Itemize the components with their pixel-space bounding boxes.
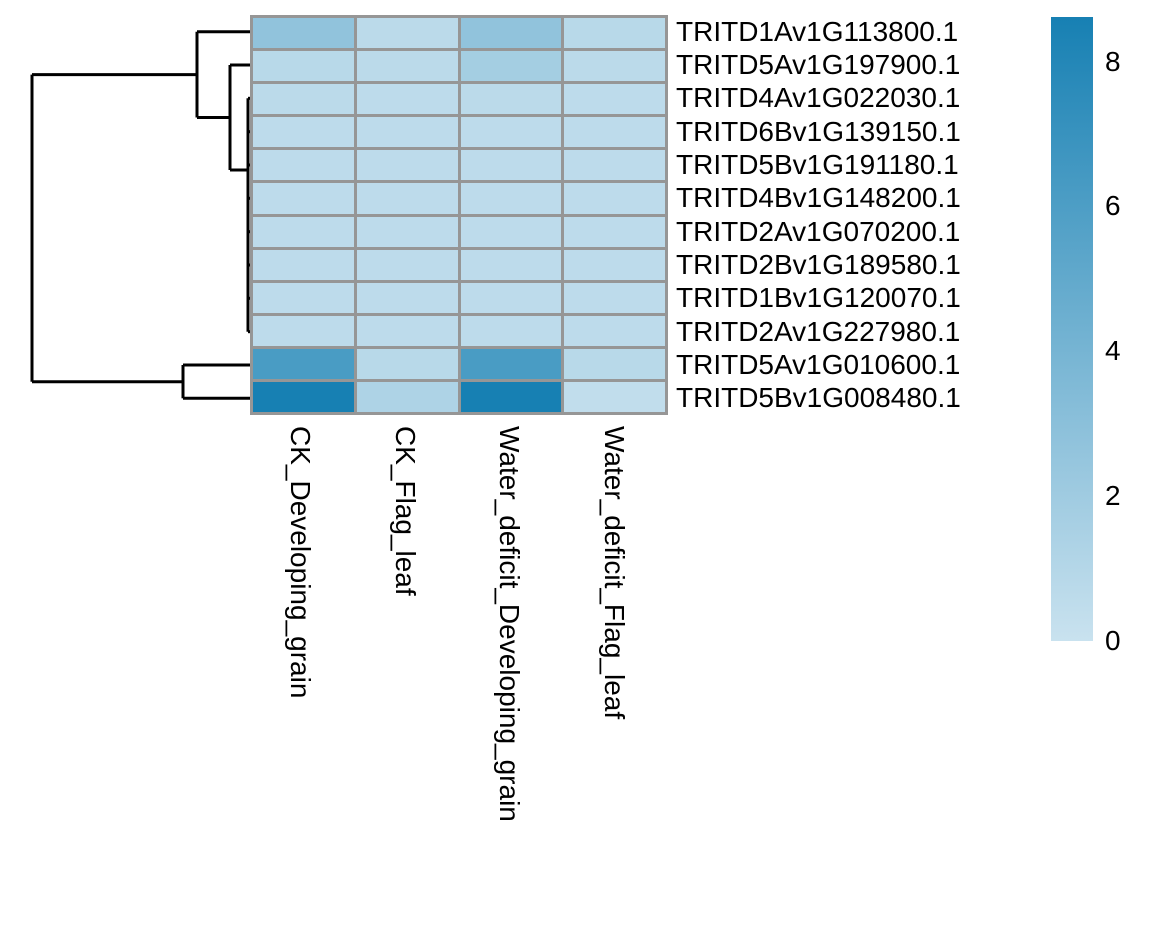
row-label: TRITD1Av1G113800.1	[676, 15, 959, 47]
colorbar-tick-label: 8	[1105, 45, 1121, 77]
row-label: TRITD4Av1G022030.1	[676, 82, 961, 114]
heatmap-cell	[253, 150, 354, 181]
row-label: TRITD4Bv1G148200.1	[676, 182, 961, 214]
heatmap-cell	[253, 51, 354, 82]
heatmap-cell	[253, 216, 354, 247]
heatmap-cell	[460, 183, 562, 214]
column-label: CK_Flag_leaf	[389, 426, 421, 596]
heatmap-cell	[253, 18, 354, 49]
column-label: Water_deficit_Flag_leaf	[598, 426, 630, 720]
heatmap-grid	[250, 15, 668, 415]
heatmap-cell	[460, 150, 562, 181]
heatmap-cell	[564, 348, 665, 379]
heatmap-cell	[564, 183, 665, 214]
heatmap-cell	[460, 282, 562, 313]
heatmap-cell	[253, 348, 354, 379]
heatmap-cell	[564, 315, 665, 346]
heatmap-cell	[460, 216, 562, 247]
heatmap-cell	[356, 315, 458, 346]
column-label: CK_Developing_grain	[285, 426, 317, 699]
heatmap-cell	[356, 249, 458, 280]
heatmap-cell	[356, 18, 458, 49]
heatmap-cell	[564, 84, 665, 115]
heatmap-cell	[253, 183, 354, 214]
heatmap-cell	[564, 117, 665, 148]
row-label: TRITD2Av1G227980.1	[676, 315, 961, 347]
heatmap-cell	[356, 150, 458, 181]
heatmap-cell	[253, 315, 354, 346]
heatmap-cell	[564, 51, 665, 82]
heatmap-cell	[460, 18, 562, 49]
row-label: TRITD2Av1G070200.1	[676, 215, 961, 247]
heatmap-cell	[356, 183, 458, 214]
heatmap-cell	[460, 117, 562, 148]
heatmap-cell	[564, 381, 665, 412]
row-labels: TRITD1Av1G113800.1 TRITD5Av1G197900.1 TRIT…	[676, 15, 961, 415]
heatmap-cell	[460, 249, 562, 280]
heatmap-cell	[564, 282, 665, 313]
column-label: Water_deficit_Developing_grain	[494, 426, 526, 822]
row-label: TRITD2Bv1G189580.1	[676, 248, 961, 280]
colorbar-tick-label: 4	[1105, 335, 1121, 367]
heatmap-cell	[253, 117, 354, 148]
heatmap-cell	[460, 315, 562, 346]
row-label: TRITD5Bv1G191180.1	[676, 148, 959, 180]
heatmap-cell	[460, 348, 562, 379]
heatmap-cell	[253, 84, 354, 115]
heatmap-cell	[460, 84, 562, 115]
heatmap-cell	[356, 381, 458, 412]
row-label: TRITD5Av1G010600.1	[676, 348, 961, 380]
row-label: TRITD1Bv1G120070.1	[676, 282, 961, 314]
row-label: TRITD6Bv1G139150.1	[676, 115, 961, 147]
heatmap-cell	[356, 84, 458, 115]
row-label: TRITD5Bv1G008480.1	[676, 382, 961, 414]
heatmap-cell	[356, 117, 458, 148]
row-label: TRITD5Av1G197900.1	[676, 48, 961, 80]
colorbar-tick-label: 0	[1105, 624, 1121, 656]
heatmap-cell	[356, 51, 458, 82]
heatmap-cell	[564, 216, 665, 247]
row-dendrogram	[30, 30, 252, 400]
heatmap-cell	[253, 249, 354, 280]
heatmap-cell	[564, 18, 665, 49]
heatmap-cell	[564, 249, 665, 280]
heatmap-cell	[356, 216, 458, 247]
heatmap-cell	[253, 282, 354, 313]
heatmap-cell	[356, 282, 458, 313]
heatmap-cell	[460, 381, 562, 412]
colorbar-tick-label: 6	[1105, 190, 1121, 222]
heatmap-cell	[564, 150, 665, 181]
heatmap-cell	[356, 348, 458, 379]
colorbar-tick-label: 2	[1105, 479, 1121, 511]
heatmap-cell	[253, 381, 354, 412]
colorbar-gradient	[1051, 17, 1093, 641]
heatmap-cell	[460, 51, 562, 82]
